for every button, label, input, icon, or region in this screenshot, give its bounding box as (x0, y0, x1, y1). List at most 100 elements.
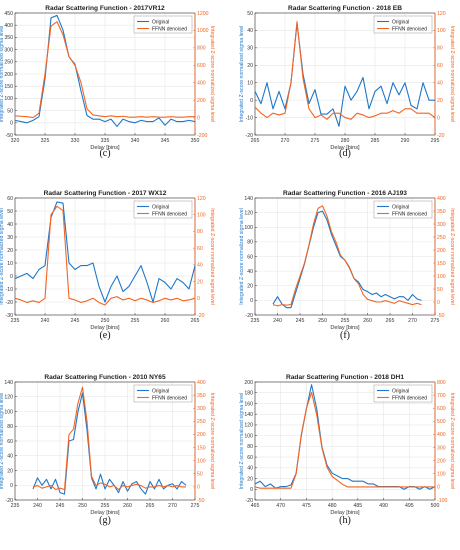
y-tick-label: 120 (244, 423, 253, 429)
panel-caption: (c) (99, 148, 110, 159)
chart-panel-5: Radar Scattering Function - 2010 NY65 235… (0, 374, 215, 526)
y2-tick-label: 300 (437, 222, 446, 228)
y2-tick-label: 0 (437, 115, 440, 121)
y2-tick-label: 200 (437, 458, 446, 464)
chart-title: Radar Scattering Function - 2010 NY65 (44, 374, 166, 381)
legend-label-original: Original (392, 204, 409, 210)
y-tick-label: 0 (10, 121, 13, 127)
y-axis-label: Integrated Z-score normalized sigma leve… (0, 208, 5, 305)
y2-tick-label: 250 (197, 419, 206, 425)
y2-tick-label: 400 (437, 196, 446, 202)
series-line-original (254, 22, 435, 127)
y-tick-label: 120 (244, 210, 253, 216)
y-tick-label: 200 (4, 72, 13, 78)
x-tick-label: 235 (11, 318, 20, 324)
y-tick-label: 80 (247, 444, 253, 450)
y-tick-label: 0 (250, 98, 253, 104)
x-tick-label: 320 (11, 138, 20, 144)
y2-tick-label: 200 (197, 432, 206, 438)
y2-tick-label: 700 (437, 393, 446, 399)
y-tick-label: 0 (10, 274, 13, 280)
x-tick-label: 270 (281, 138, 290, 144)
y-axis-label: Integrated Z-score normalized sigma leve… (239, 393, 245, 490)
y-tick-label: 50 (247, 11, 253, 17)
x-tick-label: 260 (161, 318, 170, 324)
series-line-denoised (14, 21, 195, 119)
x-tick-label: 255 (101, 503, 110, 509)
y2-tick-label: 0 (437, 485, 440, 491)
x-tick-label: 500 (431, 503, 440, 509)
y-tick-label: 40 (7, 222, 13, 228)
x-tick-label: 485 (354, 503, 363, 509)
y2-axis-label: Integrated Z-score normalized sigma leve… (449, 393, 455, 490)
y2-tick-label: -20 (437, 133, 445, 139)
x-tick-label: 490 (379, 503, 388, 509)
x-tick-label: 330 (71, 138, 80, 144)
x-tick-label: 260 (363, 318, 372, 324)
y2-tick-label: 600 (197, 63, 206, 69)
y-tick-label: 20 (7, 248, 13, 254)
x-tick-label: 255 (131, 318, 140, 324)
x-tick-label: 245 (56, 503, 65, 509)
y-tick-label: 0 (250, 298, 253, 304)
x-tick-label: 465 (251, 503, 260, 509)
y-axis-label: Integrated Z-score normalized sigma leve… (0, 26, 5, 123)
chart-panel-1: Radar Scattering Function - 2017VR12 320 3… (0, 5, 215, 159)
y-axis-label: Integrated Z-score normalized sigma leve… (0, 393, 5, 490)
y2-axis-label: Integrated Z-score normalized sigma leve… (209, 26, 215, 123)
x-tick-label: 265 (146, 503, 155, 509)
y2-tick-label: 300 (197, 406, 206, 412)
y-tick-label: 350 (4, 35, 13, 41)
x-tick-label: 250 (318, 318, 327, 324)
y-tick-label: 450 (4, 11, 13, 17)
y2-tick-label: 40 (437, 81, 443, 87)
y-tick-label: 60 (7, 439, 13, 445)
y2-tick-label: 150 (197, 445, 206, 451)
x-tick-label: 235 (251, 318, 260, 324)
x-tick-label: 265 (386, 318, 395, 324)
legend-label-denoised: FFNN denoised (392, 211, 427, 217)
panel-caption: (f) (340, 330, 350, 341)
y2-tick-label: 800 (197, 46, 206, 52)
legend-label-denoised: FFNN denoised (152, 395, 187, 401)
legend-label-original: Original (152, 19, 169, 25)
y-tick-label: 60 (247, 455, 253, 461)
chart-title: Radar Scattering Function - 2017 WX12 (44, 190, 167, 197)
x-tick-label: 275 (191, 503, 200, 509)
y-tick-label: -50 (6, 133, 14, 139)
y-tick-label: 140 (4, 380, 13, 386)
y-tick-label: 180 (244, 391, 253, 397)
series-line-denoised (254, 391, 435, 489)
legend-label-original: Original (152, 388, 169, 394)
y-tick-label: 100 (244, 225, 253, 231)
y-tick-label: -30 (6, 313, 14, 319)
x-axis-label: Delay [bins] (90, 145, 120, 151)
y2-axis-label: Integrated Z-score normalized sigma leve… (449, 208, 455, 305)
x-tick-label: 255 (341, 318, 350, 324)
x-tick-label: 260 (123, 503, 132, 509)
y-tick-label: 100 (4, 409, 13, 415)
y2-tick-label: 350 (437, 209, 446, 215)
x-axis-label: Delay [bins] (90, 510, 120, 516)
y-tick-label: 100 (244, 433, 253, 439)
y2-tick-label: 120 (437, 11, 446, 17)
x-tick-label: 235 (11, 503, 20, 509)
y2-tick-label: 800 (437, 380, 446, 386)
y2-tick-label: 120 (197, 196, 206, 202)
y2-tick-label: 50 (437, 287, 443, 293)
x-tick-label: 265 (251, 138, 260, 144)
y2-tick-label: -200 (197, 133, 207, 139)
y-tick-label: -20 (246, 313, 254, 319)
series-line-denoised (272, 205, 422, 307)
y2-tick-label: 300 (437, 445, 446, 451)
y2-tick-label: 100 (197, 458, 206, 464)
y2-tick-label: 350 (197, 393, 206, 399)
y-tick-label: 50 (7, 209, 13, 215)
y2-tick-label: 0 (197, 296, 200, 302)
y-tick-label: 300 (4, 47, 13, 53)
x-axis-label: Delay [bins] (330, 510, 360, 516)
y2-tick-label: -20 (197, 313, 205, 319)
y-tick-label: 30 (7, 235, 13, 241)
x-axis-label: Delay [bins] (90, 325, 120, 331)
x-tick-label: 250 (101, 318, 110, 324)
